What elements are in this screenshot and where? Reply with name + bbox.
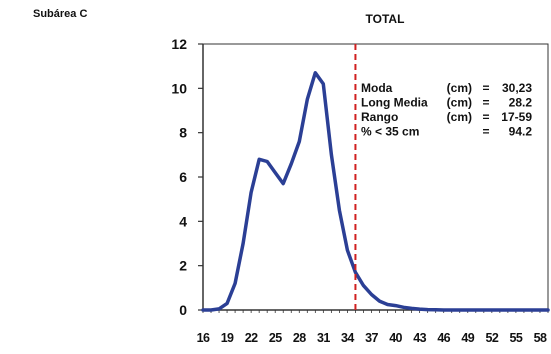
x-tick-label: 49 bbox=[461, 331, 474, 345]
x-tick-label: 22 bbox=[245, 331, 258, 345]
stat-value: 17-59 bbox=[501, 110, 532, 124]
chart-title: TOTAL bbox=[366, 12, 405, 26]
x-tick-label: 40 bbox=[389, 331, 402, 345]
series-layer bbox=[201, 71, 550, 312]
x-tick-label: 46 bbox=[437, 331, 450, 345]
x-tick-label: 55 bbox=[510, 331, 523, 345]
stat-label: Moda bbox=[361, 81, 393, 95]
stat-label: % < 35 cm bbox=[361, 125, 419, 139]
stat-unit: (cm) bbox=[447, 96, 472, 110]
stat-label: Rango bbox=[361, 110, 398, 124]
x-tick-label: 31 bbox=[317, 331, 330, 345]
stat-equals: = bbox=[482, 96, 489, 110]
stat-equals: = bbox=[482, 81, 489, 95]
stat-value: 28.2 bbox=[509, 96, 533, 110]
stat-unit: (cm) bbox=[447, 110, 472, 124]
stat-unit: (cm) bbox=[447, 81, 472, 95]
x-tick-label: 28 bbox=[293, 331, 306, 345]
stat-label: Long Media bbox=[361, 96, 428, 110]
y-axis: 0 2 4 6 8 10 12 bbox=[171, 36, 204, 318]
y-tick-label: 10 bbox=[171, 80, 187, 96]
x-tick-label: 52 bbox=[485, 331, 498, 345]
y-tick-label: 2 bbox=[179, 258, 187, 274]
x-tick-label: 25 bbox=[269, 331, 282, 345]
series-line bbox=[201, 71, 550, 312]
y-tick-label: 6 bbox=[179, 169, 187, 185]
x-tick-label: 37 bbox=[365, 331, 378, 345]
x-tick-label: 34 bbox=[341, 331, 354, 345]
stats-box: Moda (cm) = 30,23 Long Media (cm) = 28.2 Rango (c… bbox=[361, 81, 532, 139]
y-tick-label: 4 bbox=[179, 213, 187, 229]
y-tick-label: 12 bbox=[171, 36, 187, 52]
x-tick-label: 58 bbox=[534, 331, 547, 345]
x-tick-label: 19 bbox=[221, 331, 234, 345]
x-tick-label: 43 bbox=[413, 331, 426, 345]
y-tick-label: 8 bbox=[179, 125, 187, 141]
stat-equals: = bbox=[482, 110, 489, 124]
stat-value: 94.2 bbox=[509, 125, 533, 139]
x-tick-label: 16 bbox=[197, 331, 210, 345]
subarea-label: Subárea C bbox=[33, 8, 88, 20]
y-tick-label: 0 bbox=[179, 302, 187, 318]
x-axis: 16 19 22 25 28 31 34 37 40 43 46 49 52 55 58 bbox=[197, 309, 549, 345]
stat-value: 30,23 bbox=[502, 81, 532, 95]
stat-equals: = bbox=[482, 125, 489, 139]
